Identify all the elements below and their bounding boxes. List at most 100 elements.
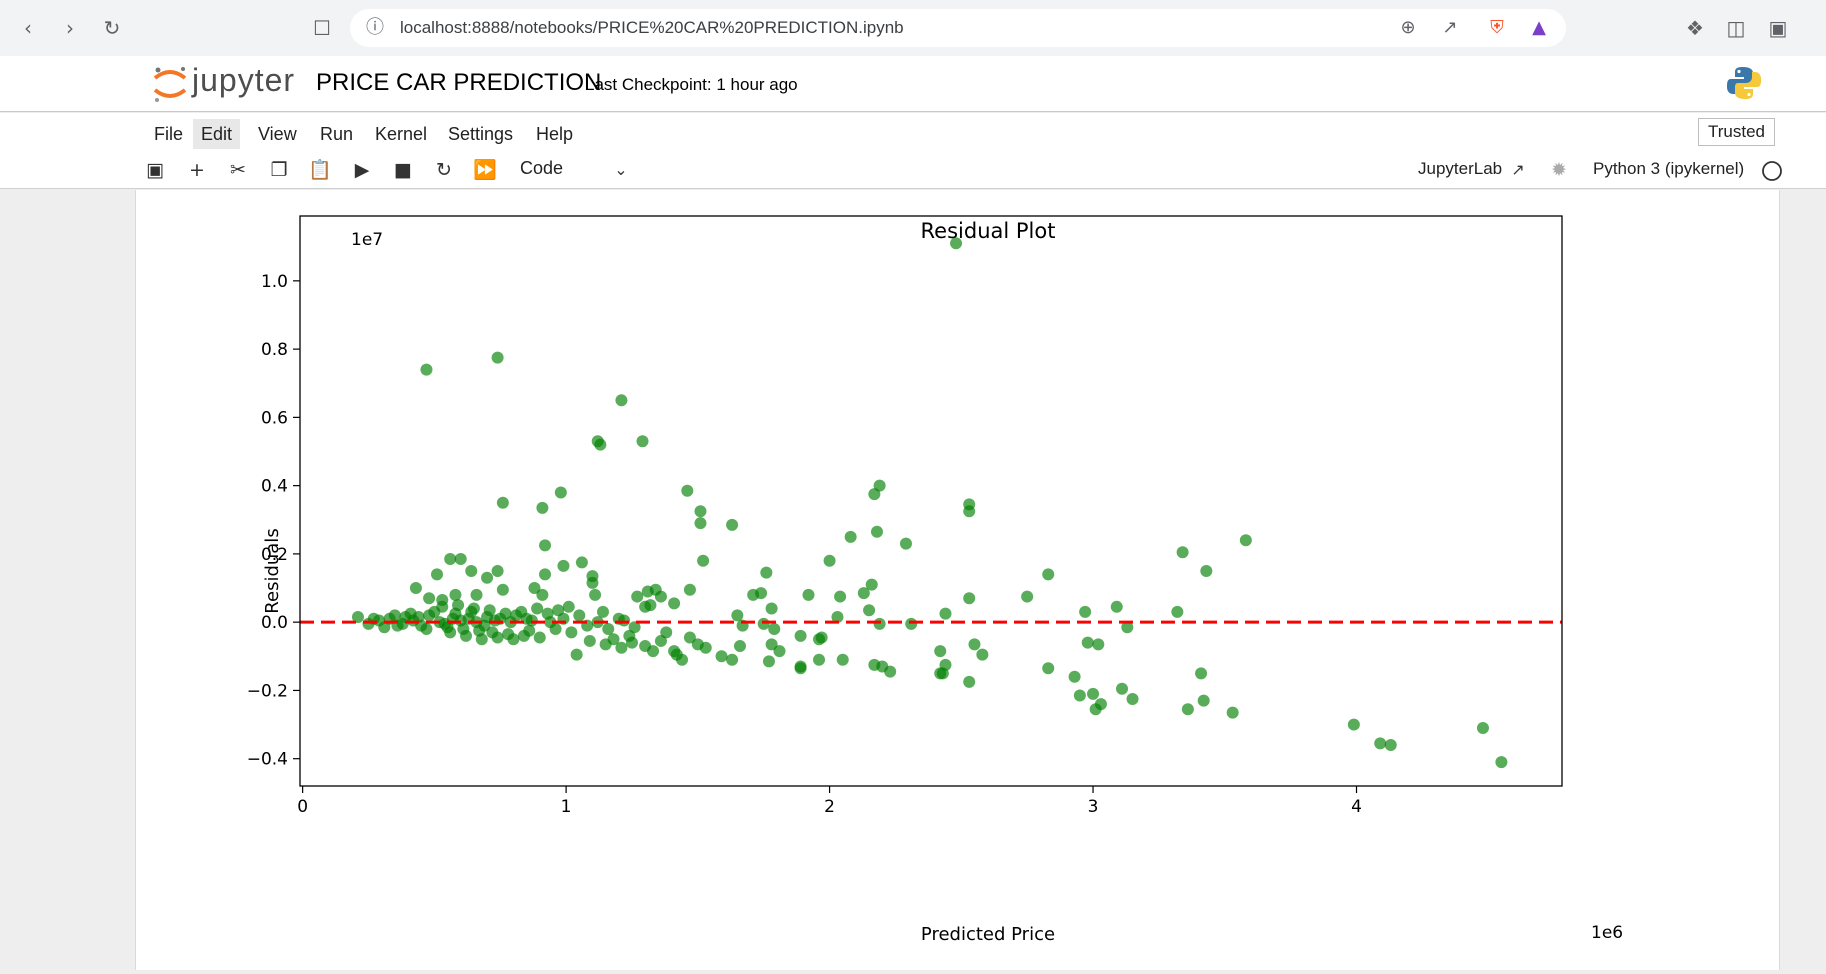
jupyter-logo-icon[interactable] [150,64,190,104]
data-point [757,617,770,630]
stop-icon[interactable]: ■ [394,159,412,181]
data-point [470,588,483,601]
menu-edit[interactable]: Edit [193,119,241,149]
data-point [968,638,981,651]
run-icon[interactable]: ▶ [354,159,370,181]
menu-file[interactable]: File [154,124,184,144]
brave-shield-icon[interactable]: ⛨ [1490,17,1504,38]
extensions-icon[interactable]: ❖ [1686,16,1704,40]
data-point [963,592,976,605]
data-point [691,638,704,651]
menu-settings[interactable]: Settings [448,124,514,144]
paste-icon[interactable]: 📋 [308,159,332,181]
data-point [1126,692,1139,705]
data-point [483,604,496,617]
data-point [1042,662,1055,675]
jupyterlab-link[interactable]: JupyterLab [1418,159,1503,178]
site-info-icon[interactable]: ⓘ [366,17,384,38]
data-point [523,624,536,637]
debugger-icon[interactable]: ✹ [1551,159,1567,181]
data-point [755,587,768,600]
menu-help[interactable]: Help [536,124,574,144]
data-point [420,363,433,376]
data-point [939,607,952,620]
bookmark-icon[interactable]: ☐ [313,16,331,40]
data-point [654,590,667,603]
brave-rewards-icon[interactable]: ▲ [1532,17,1546,38]
menu-run[interactable]: Run [320,124,354,144]
data-point [773,645,786,658]
data-point [765,638,778,651]
data-point [452,599,465,612]
data-point [615,394,628,407]
notebook-toolbar: ▣ + ✂ ❐ 📋 ▶ ■ ↻ ⏩ Code ⌄ JupyterLab ↗ ✹ … [0,151,1826,189]
data-point [1110,600,1123,613]
zoom-icon[interactable]: ⊕ [1400,17,1416,38]
kernel-name[interactable]: Python 3 (ipykernel) [1593,159,1745,178]
data-point [834,590,847,603]
y-tick-label: 0.0 [261,613,288,633]
data-point [536,588,549,601]
data-point [539,568,552,581]
run-all-icon[interactable]: ⏩ [473,159,497,181]
address-bar[interactable]: ⓘ localhost:8888/notebooks/PRICE%20CAR%2… [350,9,1566,47]
notebook-area: Residual Plot 1e7 1e6 Predicted Price Re… [0,190,1826,970]
wallet-icon[interactable]: ▣ [1768,16,1788,40]
data-point [831,611,844,624]
data-point [554,486,567,499]
forward-icon[interactable]: › [66,16,74,40]
data-point [731,609,744,622]
jupyter-logo-text: jupyter [192,62,296,98]
data-point [683,583,696,596]
checkpoint-status: Last Checkpoint: 1 hour ago [585,75,798,94]
reload-icon[interactable]: ↻ [103,16,121,40]
data-point [539,539,552,552]
x-tick-label: 4 [1351,797,1362,817]
plot-frame [299,215,1563,787]
chart-title: Residual Plot [921,219,1056,243]
data-point [865,578,878,591]
data-point [544,616,557,629]
data-point [863,604,876,617]
menu-view[interactable]: View [258,124,297,144]
sidebar-icon[interactable]: ◫ [1726,16,1746,40]
data-point [644,599,657,612]
data-point [681,484,694,497]
data-point [557,559,570,572]
data-point [660,626,673,639]
data-point [454,553,467,566]
notebook-title[interactable]: PRICE CAR PREDICTION [316,69,602,96]
data-point [573,609,586,622]
x-tick-label: 3 [1088,797,1099,817]
url-text[interactable]: localhost:8888/notebooks/PRICE%20CAR%20P… [400,18,904,37]
data-point [870,525,883,538]
data-point [438,617,451,630]
restart-icon[interactable]: ↻ [436,159,452,181]
copy-icon[interactable]: ❐ [270,159,288,181]
back-icon[interactable]: ‹ [24,16,32,40]
data-point [628,621,641,634]
data-point [449,588,462,601]
external-link-icon[interactable]: ↗ [1511,160,1525,179]
data-point [1495,756,1508,769]
data-point [694,517,707,530]
chevron-down-icon[interactable]: ⌄ [614,160,628,179]
data-point [496,583,509,596]
data-point [1374,737,1387,750]
cell-type-select[interactable]: Code [520,158,564,178]
save-icon[interactable]: ▣ [146,159,164,181]
cut-icon[interactable]: ✂ [230,159,246,181]
data-point [351,611,364,624]
x-axis-label: Predicted Price [921,924,1055,945]
data-point [963,505,976,518]
data-point [565,626,578,639]
menu-kernel[interactable]: Kernel [375,124,428,144]
data-point [976,648,989,661]
share-icon[interactable]: ↗ [1442,17,1458,38]
data-point [905,617,918,630]
data-point [694,505,707,518]
data-point [631,590,644,603]
add-cell-icon[interactable]: + [189,159,205,181]
trusted-badge[interactable]: Trusted [1698,118,1776,146]
data-point [1121,621,1134,634]
